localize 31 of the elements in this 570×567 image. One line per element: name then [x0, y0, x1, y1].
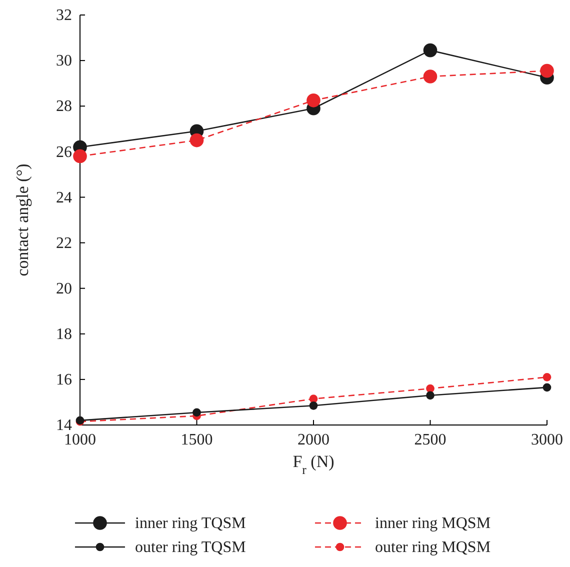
y-tick-label: 16	[56, 372, 72, 389]
y-tick-label: 22	[56, 234, 72, 252]
point	[426, 384, 434, 393]
point	[423, 70, 438, 84]
point	[309, 401, 318, 410]
point	[423, 43, 438, 58]
x-tick-label: 3000	[531, 431, 563, 448]
y-tick-label: 24	[56, 189, 72, 206]
point	[192, 408, 201, 417]
y-tick-label: 32	[56, 7, 72, 24]
y-tick-label: 20	[56, 280, 72, 298]
legend-label: outer ring MQSM	[375, 539, 491, 556]
point	[426, 391, 434, 400]
x-tick-label: 2500	[414, 431, 446, 448]
point	[542, 372, 552, 382]
x-tick-label: 1500	[180, 431, 213, 448]
legend-label: inner ring MQSM	[375, 515, 491, 532]
point	[542, 383, 552, 392]
y-tick-label: 26	[56, 144, 72, 161]
x-axis-title: F$_{r}$ (N)	[292, 452, 334, 477]
point	[73, 149, 87, 164]
y-tick-label: 30	[56, 52, 72, 70]
legend-label: inner ring TQSM	[135, 515, 246, 532]
y-axis-title: contact angle (°)	[13, 164, 32, 276]
point	[540, 64, 554, 78]
point	[190, 133, 204, 148]
x-tick-label: 2000	[298, 431, 330, 448]
legend-label: outer ring TQSM	[135, 539, 246, 556]
point	[306, 94, 320, 108]
y-tick-label: 18	[56, 326, 72, 344]
y-tick-label: 28	[56, 98, 72, 116]
